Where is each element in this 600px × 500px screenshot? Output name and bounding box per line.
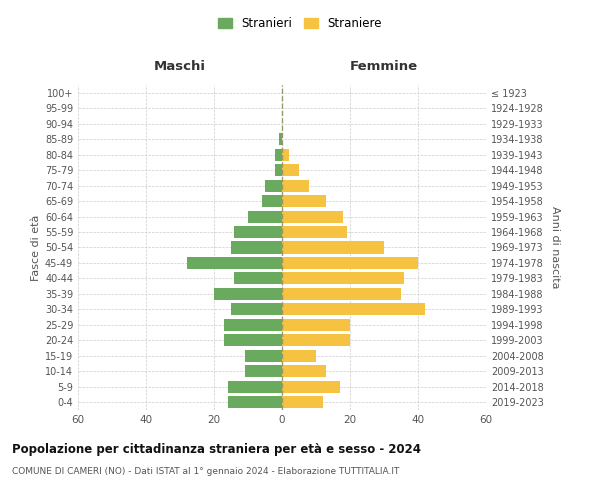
Bar — [245, 366, 282, 378]
Bar — [282, 366, 326, 378]
Bar — [282, 319, 350, 331]
Bar — [235, 226, 282, 238]
Bar — [235, 272, 282, 284]
Bar — [187, 257, 282, 269]
Bar — [282, 288, 401, 300]
Bar — [282, 304, 425, 316]
Y-axis label: Anni di nascita: Anni di nascita — [550, 206, 560, 288]
Bar — [282, 334, 350, 346]
Y-axis label: Fasce di età: Fasce di età — [31, 214, 41, 280]
Bar — [282, 272, 404, 284]
Bar — [275, 164, 282, 176]
Bar — [282, 257, 418, 269]
Bar — [227, 396, 282, 408]
Bar — [248, 210, 282, 222]
Bar — [282, 164, 299, 176]
Bar — [265, 180, 282, 192]
Bar — [245, 350, 282, 362]
Bar — [282, 242, 384, 254]
Text: COMUNE DI CAMERI (NO) - Dati ISTAT al 1° gennaio 2024 - Elaborazione TUTTITALIA.: COMUNE DI CAMERI (NO) - Dati ISTAT al 1°… — [12, 468, 400, 476]
Bar — [282, 210, 343, 222]
Bar — [275, 148, 282, 160]
Text: Femmine: Femmine — [350, 60, 418, 72]
Bar — [282, 381, 340, 393]
Bar — [282, 180, 309, 192]
Bar — [282, 350, 316, 362]
Bar — [282, 195, 326, 207]
Legend: Stranieri, Straniere: Stranieri, Straniere — [214, 14, 386, 34]
Bar — [227, 381, 282, 393]
Bar — [282, 226, 347, 238]
Bar — [214, 288, 282, 300]
Bar — [224, 319, 282, 331]
Bar — [231, 304, 282, 316]
Text: Maschi: Maschi — [154, 60, 206, 72]
Bar — [231, 242, 282, 254]
Bar — [262, 195, 282, 207]
Bar — [224, 334, 282, 346]
Bar — [278, 133, 282, 145]
Text: Popolazione per cittadinanza straniera per età e sesso - 2024: Popolazione per cittadinanza straniera p… — [12, 442, 421, 456]
Bar — [282, 396, 323, 408]
Bar — [282, 148, 289, 160]
